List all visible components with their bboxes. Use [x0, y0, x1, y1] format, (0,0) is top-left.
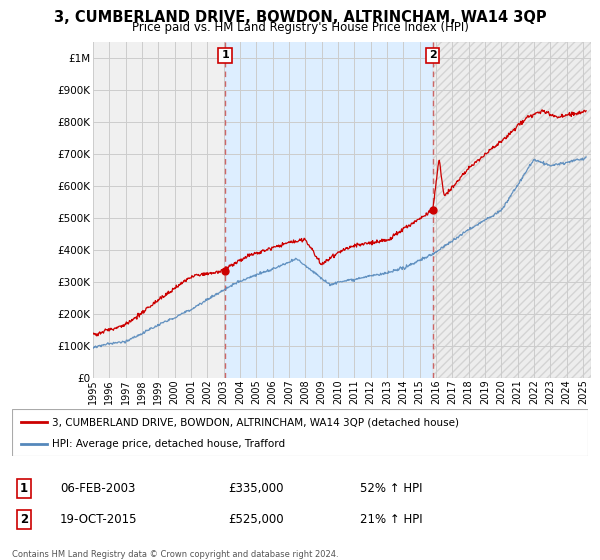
Bar	[433, 42, 591, 378]
Text: 3, CUMBERLAND DRIVE, BOWDON, ALTRINCHAM, WA14 3QP (detached house): 3, CUMBERLAND DRIVE, BOWDON, ALTRINCHAM,…	[52, 417, 460, 427]
Text: 2: 2	[20, 513, 28, 526]
Text: £525,000: £525,000	[228, 513, 284, 526]
Text: HPI: Average price, detached house, Trafford: HPI: Average price, detached house, Traf…	[52, 438, 286, 449]
Text: 52% ↑ HPI: 52% ↑ HPI	[360, 482, 422, 495]
Text: 19-OCT-2015: 19-OCT-2015	[60, 513, 137, 526]
Bar	[225, 42, 433, 378]
Text: £335,000: £335,000	[228, 482, 284, 495]
Text: Price paid vs. HM Land Registry's House Price Index (HPI): Price paid vs. HM Land Registry's House …	[131, 21, 469, 34]
Text: 2: 2	[429, 50, 436, 60]
Bar	[433, 42, 591, 378]
Text: 3, CUMBERLAND DRIVE, BOWDON, ALTRINCHAM, WA14 3QP: 3, CUMBERLAND DRIVE, BOWDON, ALTRINCHAM,…	[53, 10, 547, 25]
Text: Contains HM Land Registry data © Crown copyright and database right 2024.
This d: Contains HM Land Registry data © Crown c…	[12, 550, 338, 560]
Text: 1: 1	[221, 50, 229, 60]
Text: 1: 1	[20, 482, 28, 495]
Text: 21% ↑ HPI: 21% ↑ HPI	[360, 513, 422, 526]
Text: 06-FEB-2003: 06-FEB-2003	[60, 482, 136, 495]
